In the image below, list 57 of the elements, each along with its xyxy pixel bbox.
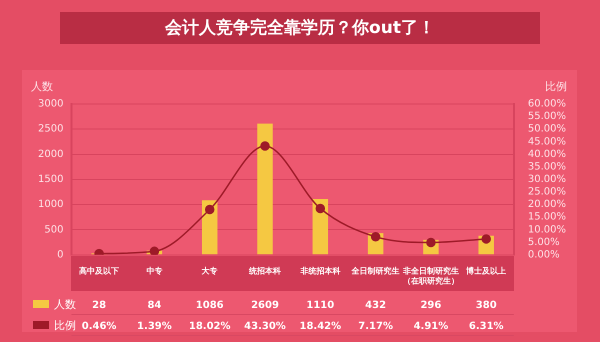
- data-label: 1.39%: [137, 321, 172, 332]
- point: [316, 204, 326, 214]
- data-label: 28: [92, 300, 106, 311]
- x-tick-label: 高中及以下: [79, 266, 120, 276]
- x-tick-label: 非全日制研究生（在职研究生）: [402, 266, 459, 286]
- data-label: 1086: [196, 300, 224, 311]
- x-tick-label: 博士及以上: [465, 266, 506, 276]
- y2-tick-label: 10.00%: [528, 224, 566, 236]
- point: [204, 204, 214, 214]
- y2-tick-label: 60.00%: [528, 98, 566, 110]
- chart-title: 会计人竞争完全靠学历？你out了！: [60, 12, 540, 44]
- y-axis-title: 人数: [31, 80, 53, 93]
- data-label: 84: [147, 300, 162, 311]
- x-tick-label: 非统招本科: [299, 266, 340, 276]
- y2-tick-label: 30.00%: [528, 174, 566, 185]
- y-tick-label: 0: [57, 249, 64, 260]
- data-label: 432: [365, 300, 386, 311]
- y2-tick-label: 35.00%: [528, 161, 566, 172]
- x-tick-label: 中专: [146, 266, 162, 276]
- data-label: 2609: [251, 300, 279, 311]
- data-label: 1110: [306, 300, 334, 311]
- data-label: 18.02%: [188, 321, 231, 332]
- data-label: 43.30%: [244, 321, 286, 332]
- legend-label: 比例: [54, 319, 76, 332]
- y2-tick-label: 25.00%: [528, 186, 566, 198]
- bar: [257, 124, 273, 254]
- y2-tick-label: 40.00%: [528, 148, 566, 160]
- x-tick-label: 统招本科: [248, 266, 282, 276]
- y-tick-label: 2000: [38, 148, 64, 160]
- data-label: 296: [420, 300, 442, 311]
- point: [481, 234, 491, 244]
- y2-tick-label: 15.00%: [528, 212, 566, 223]
- y2-tick-label: 50.00%: [528, 124, 566, 135]
- y-tick-label: 500: [44, 224, 64, 236]
- data-label: 380: [476, 300, 497, 311]
- data-label: 4.91%: [414, 321, 448, 332]
- y-tick-label: 1000: [38, 199, 64, 210]
- x-tick-label: 大专: [202, 266, 218, 276]
- y2-tick-label: 20.00%: [528, 199, 566, 210]
- y-tick-label: 1500: [38, 174, 64, 185]
- y-tick-label: 2500: [38, 124, 64, 135]
- y2-tick-label: 45.00%: [528, 136, 566, 148]
- y2-tick-label: 55.00%: [528, 111, 566, 122]
- data-label: 7.17%: [358, 321, 393, 332]
- legend-label: 人数: [54, 298, 76, 311]
- point: [260, 141, 270, 151]
- bar: [312, 199, 328, 254]
- point: [370, 232, 380, 242]
- y2-tick-label: 5.00%: [528, 236, 560, 248]
- y2-axis-title: 比例: [545, 80, 567, 93]
- x-tick-label: 全日制研究生: [350, 266, 400, 276]
- data-label: 18.42%: [299, 321, 342, 332]
- y2-tick-label: 0.00%: [528, 249, 560, 260]
- point: [150, 246, 160, 255]
- data-label: 6.31%: [468, 321, 504, 332]
- y-tick-label: 3000: [38, 98, 64, 110]
- data-label: 0.46%: [82, 321, 116, 332]
